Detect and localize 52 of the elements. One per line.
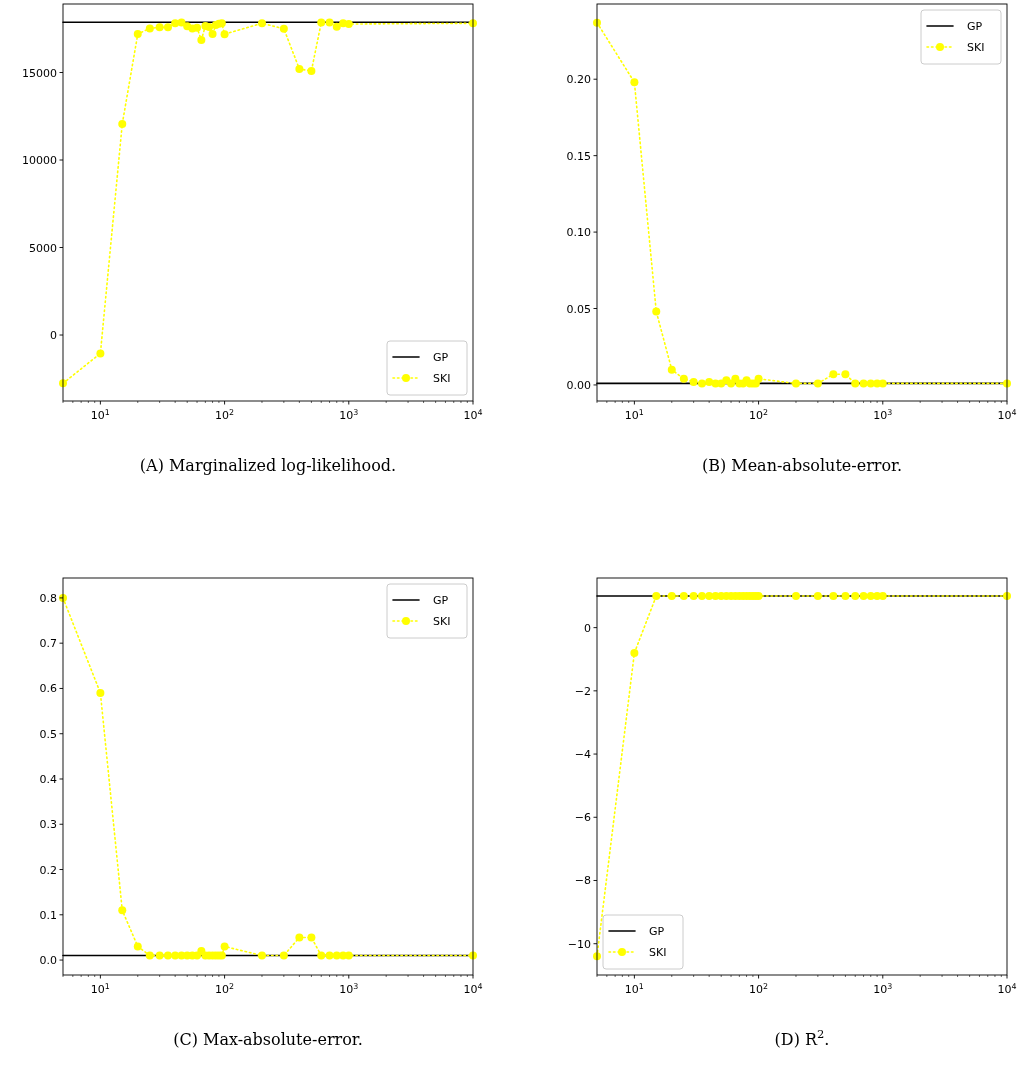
y-tick-label: 0.6 bbox=[39, 682, 57, 696]
x-tick-label: 10$^{1}$ bbox=[624, 407, 644, 422]
y-tick-label: −4 bbox=[574, 748, 591, 762]
y-tick-label: −2 bbox=[574, 684, 591, 698]
legend-label: GP bbox=[967, 20, 983, 33]
x-tick-label: 10$^{1}$ bbox=[90, 407, 110, 422]
text: (C) Max-absolute-error. bbox=[173, 1030, 363, 1049]
y-tick-label: 0 bbox=[584, 621, 591, 635]
x-tick-label: 10$^{3}$ bbox=[339, 407, 359, 422]
x-tick-label: 10$^{4}$ bbox=[463, 981, 483, 996]
y-tick-label: 0.5 bbox=[39, 727, 57, 741]
x-tick-label: 10$^{3}$ bbox=[339, 981, 359, 996]
y-tick-label: 0.2 bbox=[39, 863, 57, 877]
y-tick-label: 0.05 bbox=[566, 302, 591, 316]
legend-label: GP bbox=[433, 594, 449, 607]
x-tick-label: 10$^{2}$ bbox=[215, 407, 235, 422]
y-tick-label: 0 bbox=[50, 329, 57, 343]
x-tick-label: 10$^{3}$ bbox=[873, 407, 893, 422]
x-tick-label: 10$^{2}$ bbox=[749, 981, 769, 996]
y-tick-label: 15000 bbox=[22, 66, 57, 80]
y-tick-label: 0.3 bbox=[39, 818, 57, 832]
x-tick-label: 10$^{2}$ bbox=[749, 407, 769, 422]
x-tick-label: 10$^{1}$ bbox=[624, 981, 644, 996]
x-tick-label: 10$^{4}$ bbox=[463, 407, 483, 422]
y-tick-label: −6 bbox=[574, 811, 591, 825]
x-tick-label: 10$^{3}$ bbox=[873, 981, 893, 996]
y-tick-label: 10000 bbox=[22, 154, 57, 168]
text: (D) R$^{2}$. bbox=[774, 1027, 830, 1049]
y-tick-label: 0.15 bbox=[566, 149, 591, 163]
legend-label: SKI bbox=[433, 615, 451, 628]
y-tick-label: 0.0 bbox=[39, 954, 57, 968]
legend-label: GP bbox=[433, 351, 449, 364]
y-tick-label: 5000 bbox=[29, 241, 57, 255]
x-tick-label: 10$^{4}$ bbox=[997, 407, 1017, 422]
y-tick-label: 0.00 bbox=[566, 378, 591, 392]
y-tick-label: 0.7 bbox=[39, 637, 57, 651]
y-tick-label: −10 bbox=[567, 937, 591, 951]
y-tick-label: 0.4 bbox=[39, 772, 57, 786]
legend-label: SKI bbox=[967, 41, 985, 54]
y-tick-label: −8 bbox=[574, 874, 591, 888]
text: (B) Mean-absolute-error. bbox=[701, 456, 903, 475]
x-tick-label: 10$^{4}$ bbox=[997, 981, 1017, 996]
y-tick-label: 0.8 bbox=[39, 591, 57, 605]
x-tick-label: 10$^{1}$ bbox=[90, 981, 110, 996]
legend-label: GP bbox=[649, 925, 665, 938]
y-tick-label: 0.1 bbox=[39, 908, 57, 922]
legend-label: SKI bbox=[649, 946, 667, 959]
y-tick-label: 0.20 bbox=[566, 73, 591, 87]
y-tick-label: 0.10 bbox=[566, 226, 591, 240]
text: (A) Marginalized log-likelihood. bbox=[139, 456, 397, 475]
legend-label: SKI bbox=[433, 372, 451, 385]
x-tick-label: 10$^{2}$ bbox=[215, 981, 235, 996]
